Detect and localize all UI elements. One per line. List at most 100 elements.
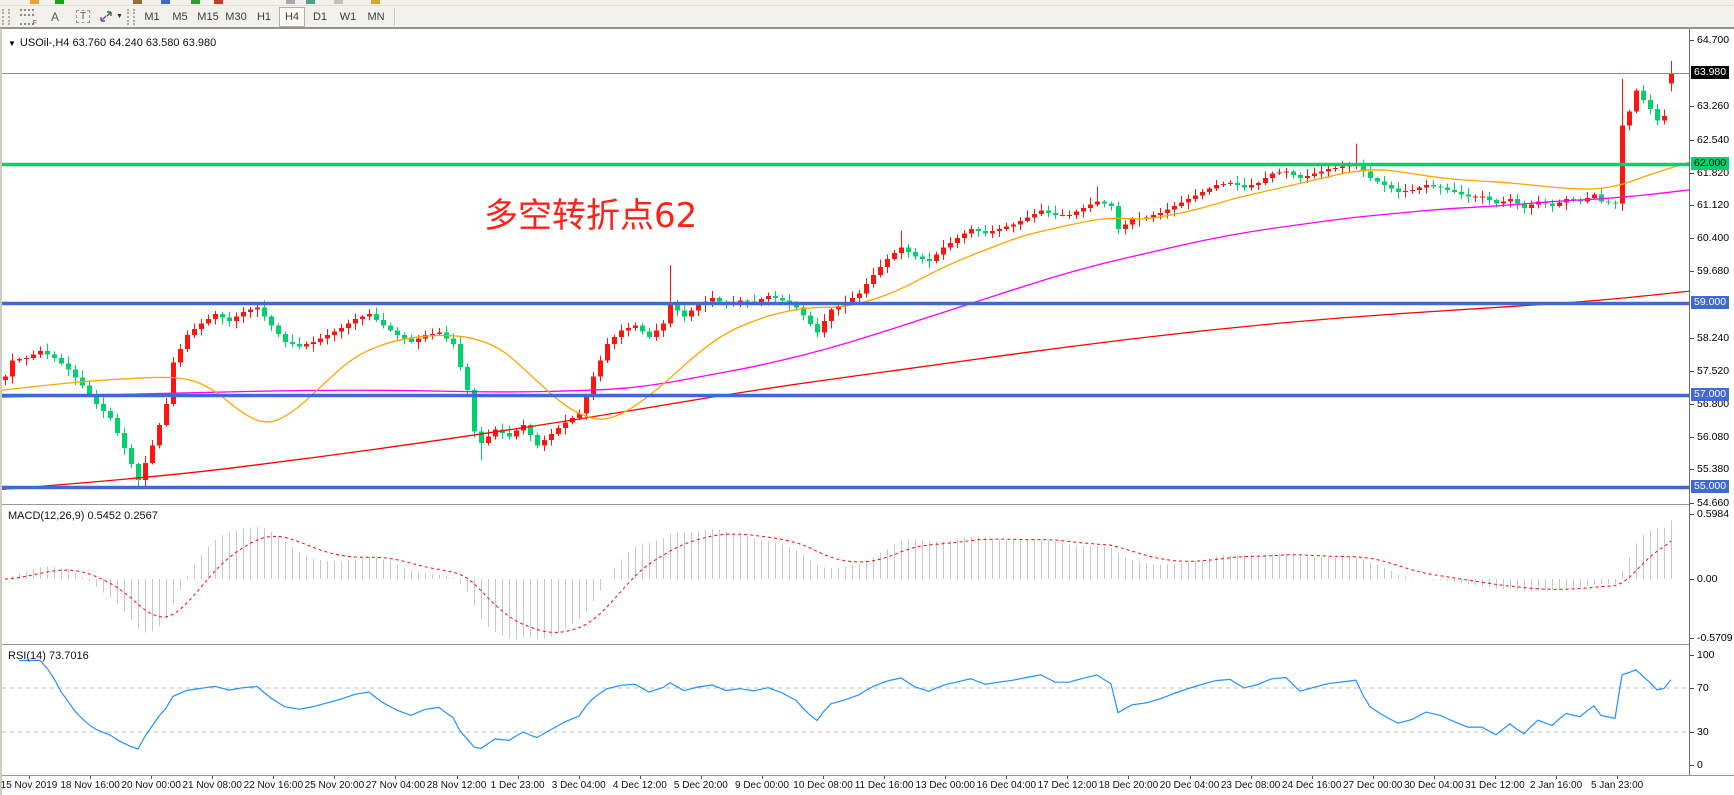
pane-separator[interactable]: [2, 504, 1734, 506]
price-scale-label: 64.700: [1697, 34, 1730, 46]
time-axis-label: 9 Dec 00:00: [734, 780, 789, 791]
clipped-icon: [334, 0, 343, 4]
charts-toolbar: F A T ▼ M1 M5 M15 M30 H1 H4 D1 W1 MN: [0, 6, 1734, 28]
time-axis[interactable]: 15 Nov 2019 18 Nov 16:00 20 Nov 00:00 21 No…: [0, 776, 1734, 795]
text-box-icon: T: [75, 10, 91, 23]
time-tick: [518, 776, 519, 779]
time-tick: [395, 776, 396, 779]
time-axis-label: 27 Nov 04:00: [365, 780, 426, 791]
symbol-ohlc-label[interactable]: ▼ USOil-,H4 63.760 64.240 63.580 63.980: [8, 37, 217, 49]
text-label-button[interactable]: A: [42, 7, 68, 27]
moving-average-slow: [2, 290, 1690, 490]
timeframe-button-w1[interactable]: W1: [339, 10, 357, 23]
price-scale-label: 63.260: [1697, 100, 1730, 113]
price-scale-label: -0.5709: [1697, 632, 1733, 644]
moving-average-medium: [2, 189, 1690, 398]
draw-arrows-button[interactable]: ▼: [98, 7, 124, 27]
timeframe-button-m5[interactable]: M5: [172, 10, 188, 23]
time-tick: [151, 776, 152, 779]
time-tick: [1556, 776, 1557, 779]
scale-tick: [1690, 271, 1694, 272]
time-axis-label: 22 Nov 16:00: [243, 780, 304, 791]
time-axis-label: 1 Dec 23:00: [490, 780, 545, 791]
price-scale-label: 57.520: [1697, 364, 1730, 377]
scale-tick: [1690, 688, 1694, 689]
clipped-icon: [133, 0, 142, 4]
price-scale-label: 58.240: [1697, 331, 1730, 344]
timeframe-button-h4[interactable]: H4: [279, 6, 305, 27]
time-axis-label: 27 Dec 00:00: [1343, 780, 1403, 791]
time-axis-label: 25 Nov 20:00: [304, 780, 365, 791]
moving-average-fast: [2, 161, 1690, 423]
scale-tick: [1690, 765, 1694, 766]
clipped-icon: [161, 0, 170, 4]
scale-tick: [1690, 173, 1694, 174]
time-axis-label: 4 Dec 12:00: [612, 780, 667, 791]
price-scale-label: 62.540: [1697, 133, 1730, 146]
time-tick: [1312, 776, 1313, 779]
rsi-indicator-pane[interactable]: [2, 646, 1690, 776]
dropdown-caret-icon[interactable]: ▼: [116, 13, 123, 20]
time-axis-label: 28 Nov 12:00: [426, 780, 487, 791]
text-box-button[interactable]: T: [70, 7, 96, 27]
price-scale-label: 54.660: [1697, 496, 1730, 509]
time-tick: [945, 776, 946, 779]
timeframe-button-mn[interactable]: MN: [367, 10, 385, 23]
price-scale-label: 70: [1697, 682, 1709, 694]
draw-arrows-icon: [100, 11, 112, 22]
scale-tick: [1690, 404, 1694, 405]
price-scale-label: 60.400: [1697, 232, 1730, 245]
crosshair-grid-button[interactable]: F: [14, 7, 40, 27]
timeframe-button-m15[interactable]: M15: [197, 10, 219, 23]
timeframe-button-m1[interactable]: M1: [144, 10, 160, 23]
time-tick: [1251, 776, 1252, 779]
toolbar-grip[interactable]: [2, 8, 10, 25]
crosshair-grid-icon: F: [20, 8, 37, 27]
scale-tick: [1690, 579, 1694, 580]
toolbar-grip-2[interactable]: [127, 8, 135, 25]
scale-tick: [1690, 655, 1694, 656]
time-tick: [701, 776, 702, 779]
clipped-icon: [191, 0, 200, 4]
time-tick: [1434, 776, 1435, 779]
price-scale[interactable]: 64.700 63.260 62.540 61.820 61.120 60.400 59.6…: [1690, 29, 1734, 775]
time-axis-label: 15 Nov 2019: [0, 780, 58, 791]
time-axis-label: 5 Dec 20:00: [673, 780, 728, 791]
time-axis-label: 11 Dec 16:00: [854, 780, 914, 791]
time-axis-label: 10 Dec 08:00: [793, 780, 853, 791]
time-tick: [823, 776, 824, 779]
scale-tick: [1690, 140, 1694, 141]
price-scale-border: [1689, 29, 1690, 775]
scale-tick: [1690, 371, 1694, 372]
price-scale-label: 61.120: [1697, 198, 1730, 211]
timeframe-button-d1[interactable]: D1: [312, 10, 328, 23]
time-axis-label: 20 Dec 04:00: [1159, 780, 1220, 791]
time-tick: [579, 776, 580, 779]
macd-indicator-pane[interactable]: [2, 506, 1690, 644]
time-axis-label: 17 Dec 12:00: [1037, 780, 1098, 791]
time-tick: [884, 776, 885, 779]
time-axis-label: 24 Dec 16:00: [1281, 780, 1342, 791]
scale-tick: [1690, 238, 1694, 239]
time-tick: [762, 776, 763, 779]
price-scale-label: 55.380: [1697, 463, 1730, 476]
timeframe-button-m30[interactable]: M30: [225, 10, 247, 23]
scale-tick: [1690, 514, 1694, 515]
clipped-icon: [30, 0, 39, 4]
rsi-label: RSI(14) 73.7016: [8, 650, 89, 662]
price-level-label: 63.980: [1691, 66, 1730, 80]
time-axis-label: 23 Dec 08:00: [1220, 780, 1281, 791]
chart-text-annotation[interactable]: 多空转折点62: [484, 196, 698, 236]
time-tick: [1006, 776, 1007, 779]
time-axis-label: 20 Nov 00:00: [121, 780, 181, 791]
scale-tick: [1690, 469, 1694, 470]
clipped-icon: [306, 0, 315, 4]
timeframe-button-h1[interactable]: H1: [256, 10, 272, 23]
symbol-dropdown-icon[interactable]: ▼: [8, 39, 16, 48]
main-price-chart[interactable]: [2, 30, 1690, 504]
scale-tick: [1690, 503, 1694, 504]
pane-separator-2[interactable]: [2, 644, 1734, 646]
price-level-label: 62.000: [1691, 157, 1730, 171]
time-axis-label: 21 Nov 08:00: [182, 780, 242, 791]
time-axis-label: 18 Nov 16:00: [60, 780, 120, 791]
